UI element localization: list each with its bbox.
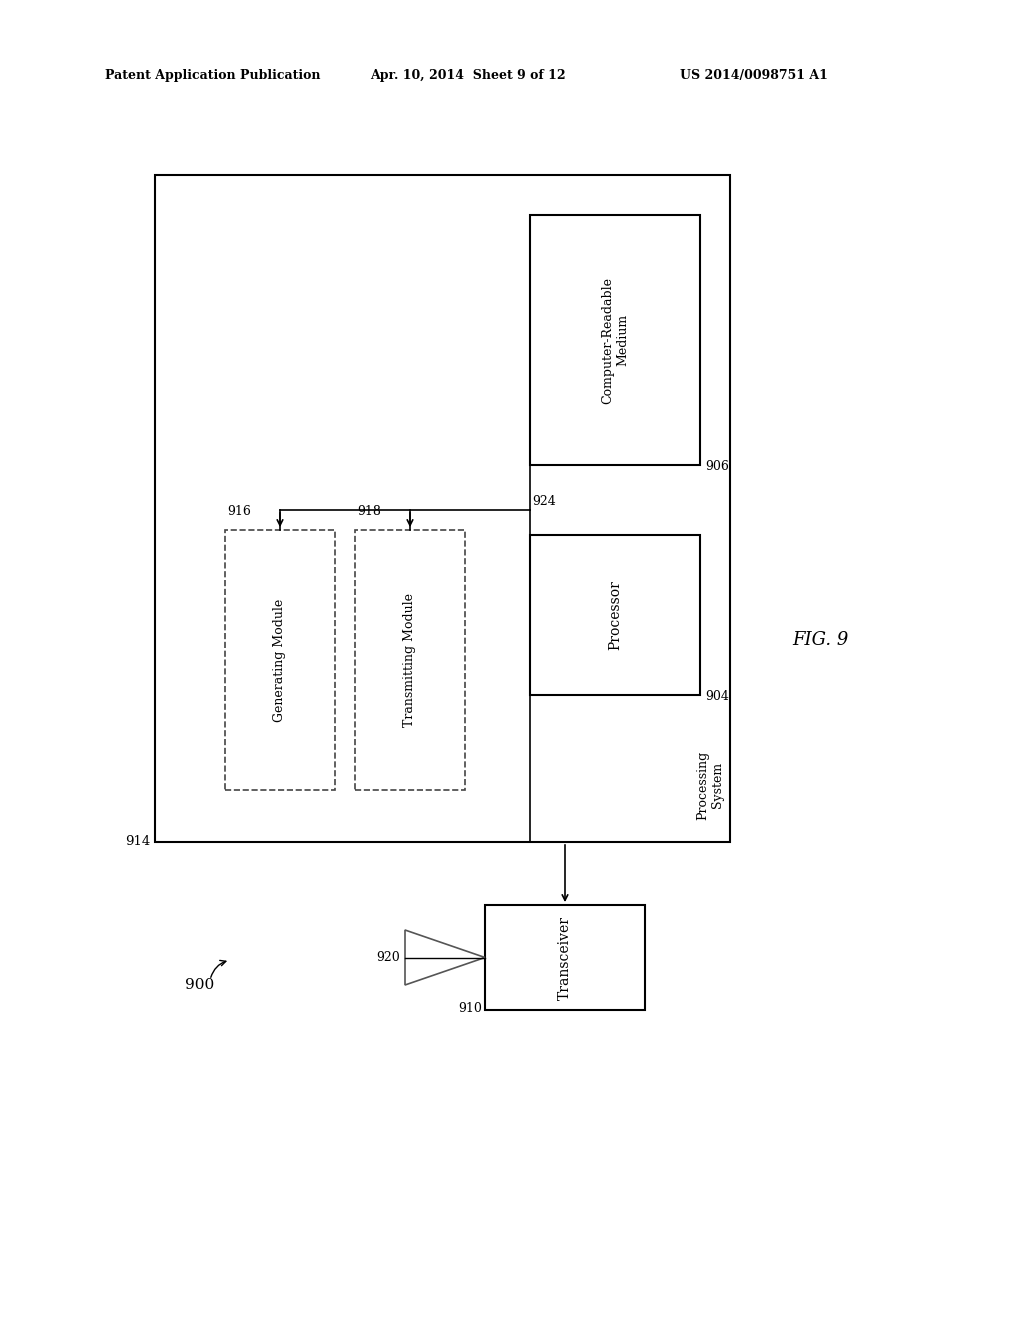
Text: FIG. 9: FIG. 9	[792, 631, 848, 649]
Text: Transceiver: Transceiver	[558, 916, 572, 999]
Text: Processing
System: Processing System	[696, 751, 724, 820]
Text: Generating Module: Generating Module	[273, 598, 287, 722]
Text: 910: 910	[458, 1002, 482, 1015]
Text: Processor: Processor	[608, 579, 622, 649]
Text: 904: 904	[705, 690, 729, 704]
Text: 916: 916	[227, 506, 251, 517]
Text: 900: 900	[185, 978, 215, 993]
Text: 906: 906	[705, 459, 729, 473]
Text: 918: 918	[357, 506, 381, 517]
Text: US 2014/0098751 A1: US 2014/0098751 A1	[680, 69, 827, 82]
Bar	[155, 176, 730, 842]
Bar	[485, 906, 645, 1010]
Text: 914: 914	[125, 836, 150, 847]
Bar	[530, 215, 700, 465]
Polygon shape	[406, 931, 485, 985]
Text: 920: 920	[376, 950, 400, 964]
Text: Computer-Readable
Medium: Computer-Readable Medium	[601, 276, 629, 404]
Text: Patent Application Publication: Patent Application Publication	[105, 69, 321, 82]
Text: Transmitting Module: Transmitting Module	[403, 593, 417, 727]
Text: 924: 924	[532, 495, 556, 508]
Bar	[530, 535, 700, 696]
Bar	[225, 531, 335, 789]
Text: Apr. 10, 2014  Sheet 9 of 12: Apr. 10, 2014 Sheet 9 of 12	[370, 69, 565, 82]
Bar	[355, 531, 465, 789]
